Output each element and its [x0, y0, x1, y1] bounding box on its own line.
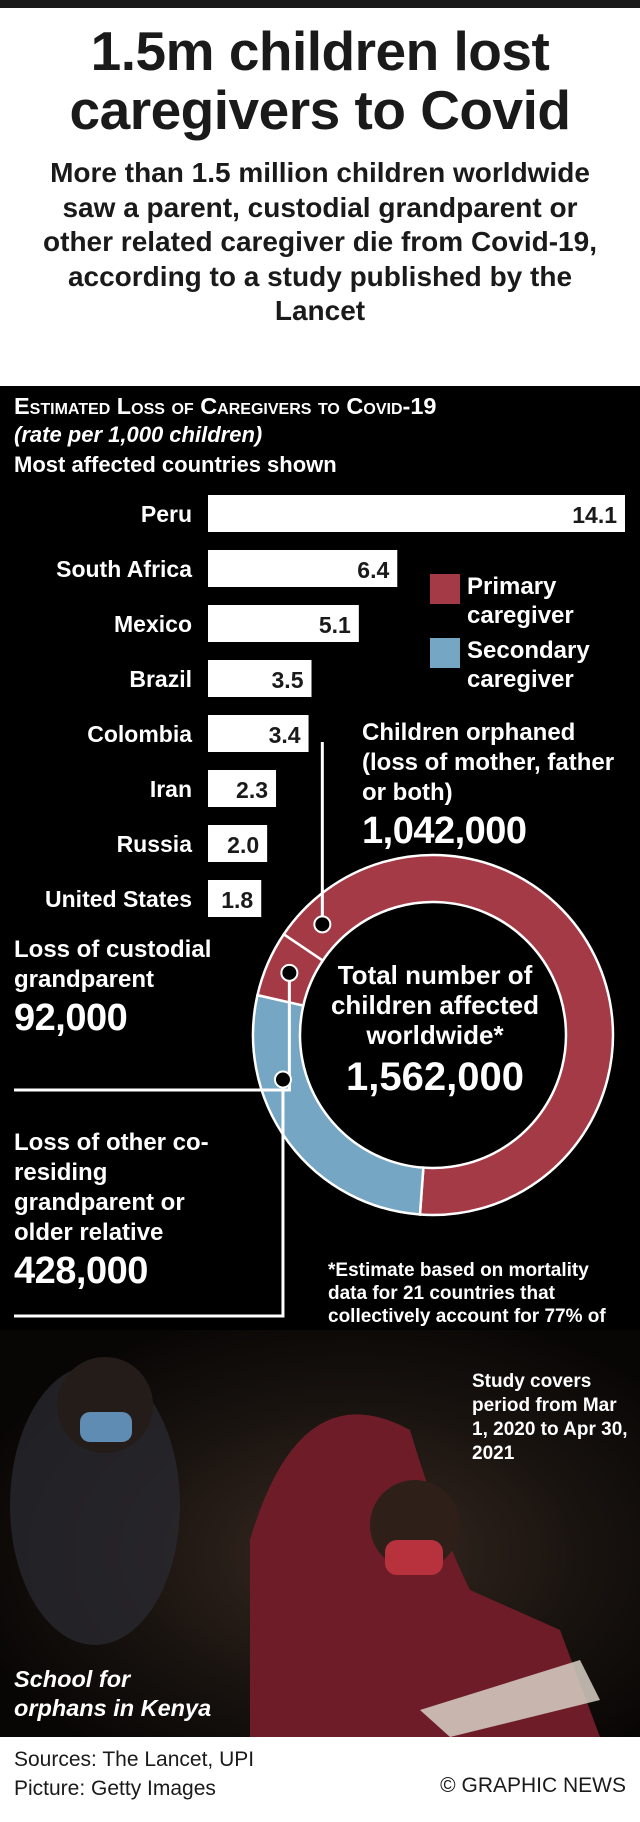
chart-canvas: Peru 14.1 South Africa 6.4 Mexico 5.1 Brazil 3.… [14, 495, 625, 1318]
bar-category-label: United States [45, 886, 192, 912]
study-period: Study covers period from Mar 1, 2020 to … [472, 1371, 628, 1464]
photo-blue-mask [80, 1412, 132, 1442]
legend-swatch-secondary [430, 638, 460, 668]
bar-value-label: 2.3 [236, 777, 268, 803]
bar-value-label: 1.8 [221, 887, 253, 913]
bar-2 [208, 605, 359, 642]
photo-notebook [420, 1660, 600, 1737]
bar-chart: Peru 14.1 South Africa 6.4 Mexico 5.1 Brazil 3.… [45, 495, 625, 917]
bar-3 [208, 660, 312, 697]
sources-text: Sources: The Lancet, UPI [14, 1748, 255, 1771]
title-line-1: 1.5m children lost [90, 20, 550, 82]
bar-category-label: Colombia [87, 721, 192, 747]
bar-6 [208, 825, 268, 862]
donut-center-value: 1,562,000 [346, 1055, 524, 1099]
callout-custodial-value: 92,000 [14, 997, 128, 1039]
footer [0, 1737, 640, 1822]
chart-note: Most affected countries shown [14, 452, 337, 477]
leader-other [14, 1079, 285, 1318]
bar-category-label: Brazil [129, 666, 192, 692]
bar-5 [208, 770, 277, 807]
title-line-2: caregivers to Covid [69, 79, 571, 141]
leader-dot-custodial [280, 963, 299, 982]
legend-swatch-primary [430, 574, 460, 604]
page-subtitle: More than 1.5 million children worldwide… [43, 157, 597, 326]
callout-custodial: Loss of custodial grandparent 92,000 [14, 935, 214, 1041]
leader-lines [14, 742, 332, 1318]
callout-other-value: 428,000 [14, 1250, 148, 1292]
bar-value-label: 6.4 [357, 557, 389, 583]
bar-1 [208, 550, 398, 587]
page-title: 1.5m children lost caregivers to Covid [0, 22, 640, 140]
bar-4 [208, 715, 309, 752]
bar-value-label: 2.0 [227, 832, 259, 858]
bar-category-label: Russia [117, 831, 193, 857]
header: 1.5m children lost caregivers to Covid M… [0, 8, 640, 386]
chart-subtitle: (rate per 1,000 children) [14, 422, 263, 447]
bar-value-label: 14.1 [572, 502, 617, 528]
donut-slice-0 [282, 853, 615, 1217]
top-bar [0, 0, 640, 8]
callout-other: Loss of other co-residing grandparent or… [14, 1128, 244, 1294]
bar-category-label: Iran [150, 776, 192, 802]
callout-orphaned-value: 1,042,000 [362, 810, 527, 852]
legend-label-primary: Primary caregiver [467, 573, 574, 629]
callout-custodial-label: Loss of custodial grandparent [14, 936, 212, 993]
bar-value-label: 3.4 [269, 722, 301, 748]
bar-category-label: South Africa [56, 556, 192, 582]
brand-credit: © GRAPHIC NEWS [440, 1774, 626, 1797]
picture-credit: Picture: Getty Images [14, 1777, 216, 1800]
legend-label-secondary: Secondary caregiver [467, 637, 590, 693]
photo-caption: School for orphans in Kenya [14, 1666, 212, 1721]
callout-other-label: Loss of other co-residing grandparent or… [14, 1129, 209, 1246]
donut-center-label: Total number of children affected worldw… [330, 960, 540, 1050]
callout-orphaned-label: Children orphaned (loss of mother, fathe… [362, 719, 615, 806]
bar-category-label: Mexico [114, 611, 192, 637]
photo-red-mask [385, 1540, 443, 1575]
leader-custodial [14, 972, 291, 1092]
footer-sources: Sources: The Lancet, UPI Picture: Getty … [14, 1745, 254, 1803]
bar-7 [208, 880, 262, 917]
photo-schoolchildren [0, 1330, 640, 1737]
bar-category-label: Peru [141, 501, 192, 527]
bar-value-label: 5.1 [319, 612, 351, 638]
chart-title: Estimated Loss of Caregivers to Covid-19 [14, 393, 437, 419]
leader-dot-other [273, 1070, 292, 1089]
photo-illustration [10, 1357, 600, 1737]
bar-0 [208, 495, 625, 532]
bar-value-label: 3.5 [272, 667, 304, 693]
donut-center: Total number of children affected worldw… [300, 960, 570, 1102]
callout-orphaned: Children orphaned (loss of mother, fathe… [362, 718, 632, 854]
photo-child-right [250, 1414, 600, 1737]
leader-dot-orphaned [313, 915, 332, 934]
